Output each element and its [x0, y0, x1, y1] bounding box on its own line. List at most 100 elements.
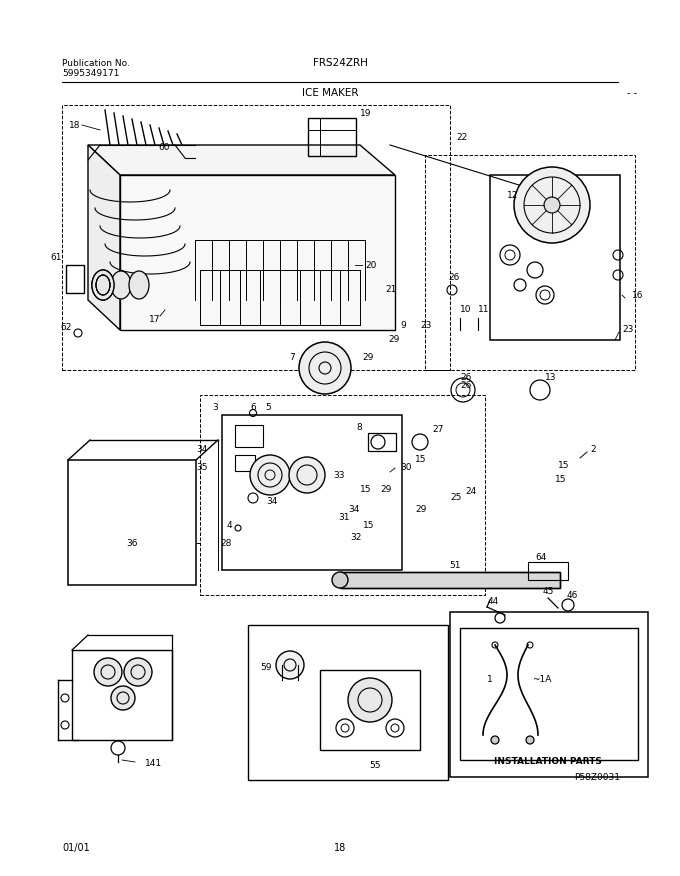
Bar — [450, 612, 648, 777]
Text: 35: 35 — [197, 463, 208, 472]
Text: 34: 34 — [197, 446, 208, 455]
Text: 34: 34 — [267, 498, 277, 506]
Bar — [425, 155, 635, 370]
Text: ~1A: ~1A — [532, 675, 551, 684]
Text: 45: 45 — [543, 588, 554, 597]
Text: 18: 18 — [334, 843, 346, 853]
Ellipse shape — [92, 270, 114, 300]
Text: 34: 34 — [348, 505, 359, 514]
Text: 32: 32 — [350, 533, 361, 542]
Text: 01/01: 01/01 — [62, 843, 90, 853]
Text: 13: 13 — [545, 373, 556, 383]
Circle shape — [526, 736, 534, 744]
Text: 20: 20 — [365, 260, 376, 270]
Text: 21: 21 — [385, 286, 396, 294]
Text: 22: 22 — [456, 133, 468, 143]
Bar — [68, 460, 196, 585]
Polygon shape — [88, 145, 395, 175]
Circle shape — [276, 651, 304, 679]
Text: 15: 15 — [360, 485, 371, 494]
Text: 9: 9 — [400, 321, 406, 329]
Circle shape — [299, 342, 351, 394]
Bar — [62, 105, 450, 370]
Text: 8: 8 — [356, 423, 362, 433]
Text: 1: 1 — [488, 675, 493, 684]
Text: 33: 33 — [333, 470, 345, 479]
Text: 11: 11 — [478, 306, 490, 314]
Text: 60: 60 — [158, 144, 170, 152]
Ellipse shape — [92, 270, 114, 300]
Text: 15: 15 — [363, 520, 375, 529]
Text: 28: 28 — [220, 539, 232, 548]
Bar — [222, 415, 402, 570]
Text: 2: 2 — [590, 446, 596, 455]
Text: 16: 16 — [632, 291, 643, 300]
Text: 46: 46 — [567, 590, 579, 599]
Text: 26: 26 — [460, 380, 471, 390]
Text: 61: 61 — [50, 253, 62, 263]
Bar — [66, 265, 84, 293]
Text: 3: 3 — [212, 404, 218, 413]
Circle shape — [94, 658, 122, 686]
Bar — [368, 433, 396, 451]
Text: 5: 5 — [265, 404, 271, 413]
Circle shape — [348, 678, 392, 722]
Circle shape — [250, 455, 290, 495]
Text: Publication No.: Publication No. — [62, 59, 130, 67]
Circle shape — [111, 686, 135, 710]
Text: 31: 31 — [338, 513, 350, 522]
Text: 4: 4 — [226, 520, 232, 529]
Bar — [340, 572, 560, 588]
Circle shape — [544, 197, 560, 213]
Polygon shape — [120, 175, 395, 330]
Text: 26: 26 — [460, 373, 471, 383]
Text: 59: 59 — [260, 663, 272, 673]
Ellipse shape — [129, 271, 149, 299]
Text: 23: 23 — [420, 321, 431, 329]
Text: - -: - - — [627, 88, 637, 98]
Text: P58Z0031: P58Z0031 — [574, 773, 620, 781]
Text: 17: 17 — [149, 315, 160, 324]
Text: 29: 29 — [415, 505, 426, 514]
Text: 15: 15 — [558, 461, 570, 470]
Bar — [235, 425, 263, 447]
Text: 5995349171: 5995349171 — [62, 68, 120, 77]
Text: 12: 12 — [507, 190, 518, 200]
Text: 64: 64 — [535, 554, 546, 562]
Ellipse shape — [92, 270, 114, 300]
Polygon shape — [88, 145, 120, 330]
Bar — [490, 175, 620, 340]
Text: 7: 7 — [289, 354, 295, 363]
Circle shape — [289, 457, 325, 493]
Text: 19: 19 — [360, 109, 371, 117]
Bar — [248, 625, 448, 780]
Text: 62: 62 — [61, 323, 72, 333]
Circle shape — [124, 658, 152, 686]
Bar — [235, 455, 255, 471]
Text: 36: 36 — [126, 539, 138, 548]
Text: 25: 25 — [450, 493, 461, 503]
Text: 29: 29 — [388, 336, 399, 344]
Text: FRS24ZRH: FRS24ZRH — [313, 58, 367, 68]
Text: 26: 26 — [448, 273, 460, 282]
Bar — [340, 572, 560, 588]
Bar — [320, 670, 420, 750]
Text: 15: 15 — [555, 476, 566, 484]
Bar — [308, 118, 356, 156]
Circle shape — [332, 572, 348, 588]
Text: 44: 44 — [488, 597, 499, 605]
Bar — [72, 650, 172, 740]
Text: 51: 51 — [449, 561, 461, 569]
Text: 6: 6 — [250, 404, 256, 413]
Text: 24: 24 — [465, 488, 476, 497]
Text: 141: 141 — [145, 759, 162, 767]
Text: 15: 15 — [415, 456, 426, 464]
Bar — [528, 562, 568, 580]
Ellipse shape — [111, 271, 131, 299]
Text: 30: 30 — [400, 463, 411, 472]
Text: 29: 29 — [362, 354, 373, 363]
Text: INSTALLATION PARTS: INSTALLATION PARTS — [494, 758, 602, 766]
Text: 27: 27 — [432, 426, 443, 434]
Circle shape — [514, 167, 590, 243]
Text: 29: 29 — [380, 485, 392, 494]
